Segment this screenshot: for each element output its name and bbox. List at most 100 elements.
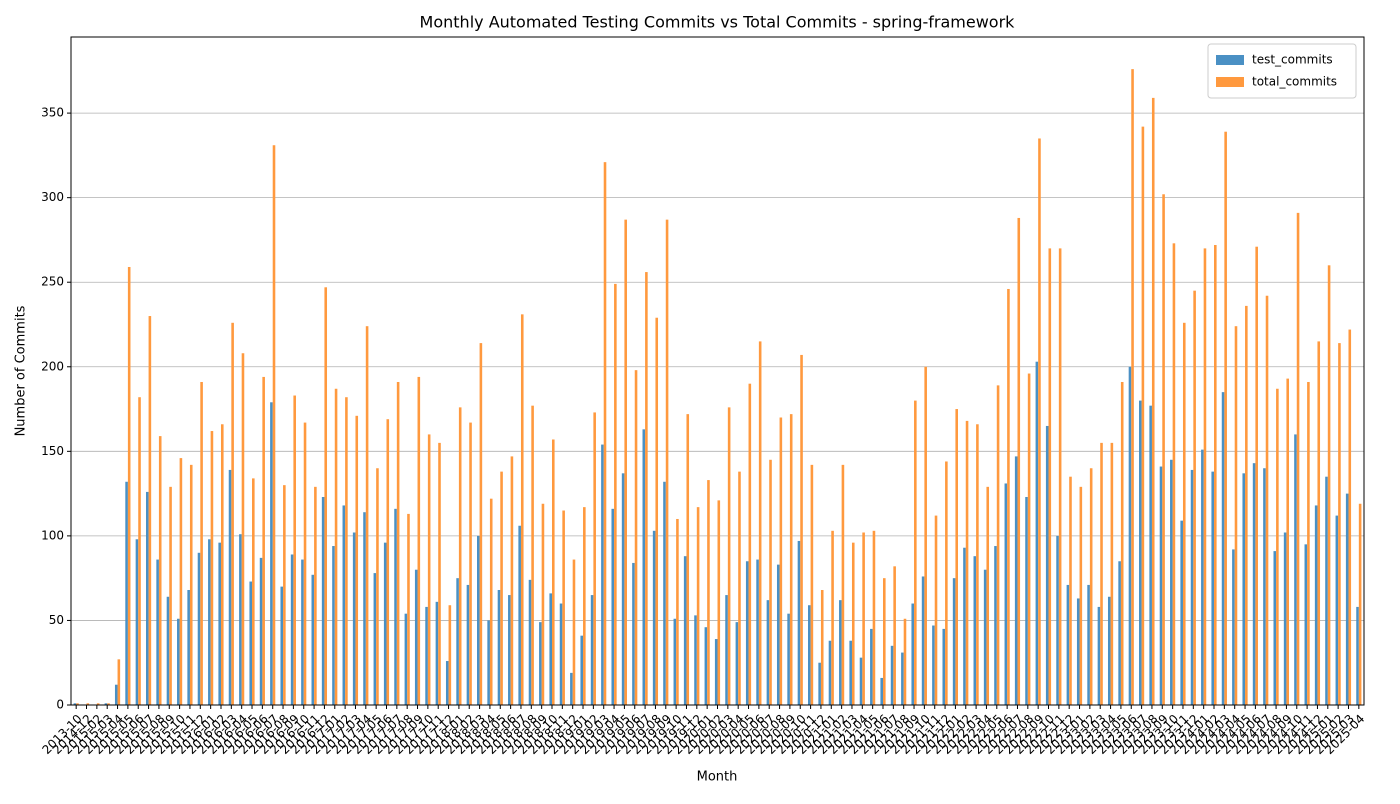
bar	[324, 287, 328, 705]
bar	[1089, 468, 1093, 705]
bar	[376, 468, 379, 705]
bar	[352, 532, 356, 705]
bar	[652, 530, 656, 705]
bar	[1038, 138, 1041, 705]
bar	[321, 496, 325, 705]
bar	[528, 579, 532, 705]
bar	[373, 573, 377, 705]
bar	[179, 458, 183, 705]
bar	[1120, 381, 1124, 705]
y-tick-label: 150	[41, 444, 64, 458]
bar	[634, 370, 638, 705]
bar	[831, 530, 834, 705]
bar	[86, 703, 90, 705]
bar	[438, 442, 441, 705]
bar	[1317, 341, 1321, 705]
bar	[934, 515, 938, 705]
bar	[1182, 322, 1186, 705]
bar	[624, 219, 627, 705]
bar	[955, 409, 958, 705]
bar	[570, 672, 573, 705]
bar	[800, 354, 803, 705]
bar	[580, 635, 584, 705]
bar	[520, 314, 524, 705]
bar	[1276, 388, 1279, 705]
bar	[107, 703, 110, 705]
bar	[676, 518, 679, 705]
bar	[559, 603, 563, 705]
bar	[1265, 295, 1269, 705]
bar	[818, 662, 821, 705]
bar	[1007, 288, 1010, 705]
bar	[1286, 378, 1290, 705]
bar	[1118, 561, 1121, 705]
bar	[104, 703, 108, 705]
bar	[510, 456, 514, 705]
legend-box	[1207, 43, 1357, 99]
bar	[417, 376, 421, 705]
bar	[745, 561, 749, 705]
bar	[383, 542, 387, 705]
bar	[776, 564, 780, 705]
bar	[562, 510, 565, 705]
bar	[228, 469, 232, 705]
bar	[756, 559, 759, 705]
bar	[973, 556, 977, 705]
bar	[952, 578, 956, 705]
bar	[1045, 425, 1049, 705]
bar	[924, 366, 927, 705]
bar	[1066, 584, 1070, 705]
bar	[1014, 456, 1018, 705]
bar	[365, 326, 369, 705]
bar	[1079, 486, 1083, 705]
bar	[717, 500, 721, 705]
bar	[828, 640, 832, 705]
bar	[218, 542, 221, 705]
bar	[945, 461, 948, 705]
bar	[197, 552, 201, 705]
bar	[1069, 476, 1072, 705]
bar	[932, 625, 935, 705]
bar	[1201, 449, 1204, 705]
bar	[125, 481, 128, 705]
bar	[311, 574, 315, 705]
x-axis-label: Month	[697, 770, 738, 785]
bar	[425, 606, 428, 705]
bar	[996, 385, 1000, 705]
bar	[976, 424, 979, 705]
bar	[1211, 471, 1215, 705]
bar	[458, 407, 462, 705]
bar	[1252, 463, 1256, 705]
bar	[1107, 596, 1111, 705]
bar	[363, 512, 366, 705]
bar	[986, 486, 990, 705]
bar	[593, 412, 596, 705]
bar	[611, 508, 615, 705]
bar	[1234, 326, 1238, 705]
bar	[769, 459, 772, 705]
bar	[272, 145, 276, 705]
bar	[200, 381, 203, 705]
bar	[1193, 290, 1196, 705]
bar	[870, 628, 873, 705]
bar	[663, 481, 666, 705]
bar	[469, 422, 472, 705]
bar	[345, 397, 348, 705]
bar	[518, 525, 521, 705]
bar	[696, 507, 700, 705]
bar	[911, 603, 915, 705]
bar	[1004, 483, 1008, 705]
bar	[145, 491, 149, 705]
bar	[177, 618, 180, 705]
bar	[1159, 466, 1163, 705]
bar	[1128, 366, 1132, 705]
bar	[500, 471, 503, 705]
bar	[1110, 442, 1114, 705]
bar	[735, 622, 739, 705]
bar	[880, 677, 884, 705]
chart-title: Monthly Automated Testing Commits vs Tot…	[420, 13, 1016, 32]
bar	[849, 640, 852, 705]
bar	[1139, 400, 1142, 705]
bar	[1076, 598, 1080, 705]
bar	[158, 436, 162, 705]
